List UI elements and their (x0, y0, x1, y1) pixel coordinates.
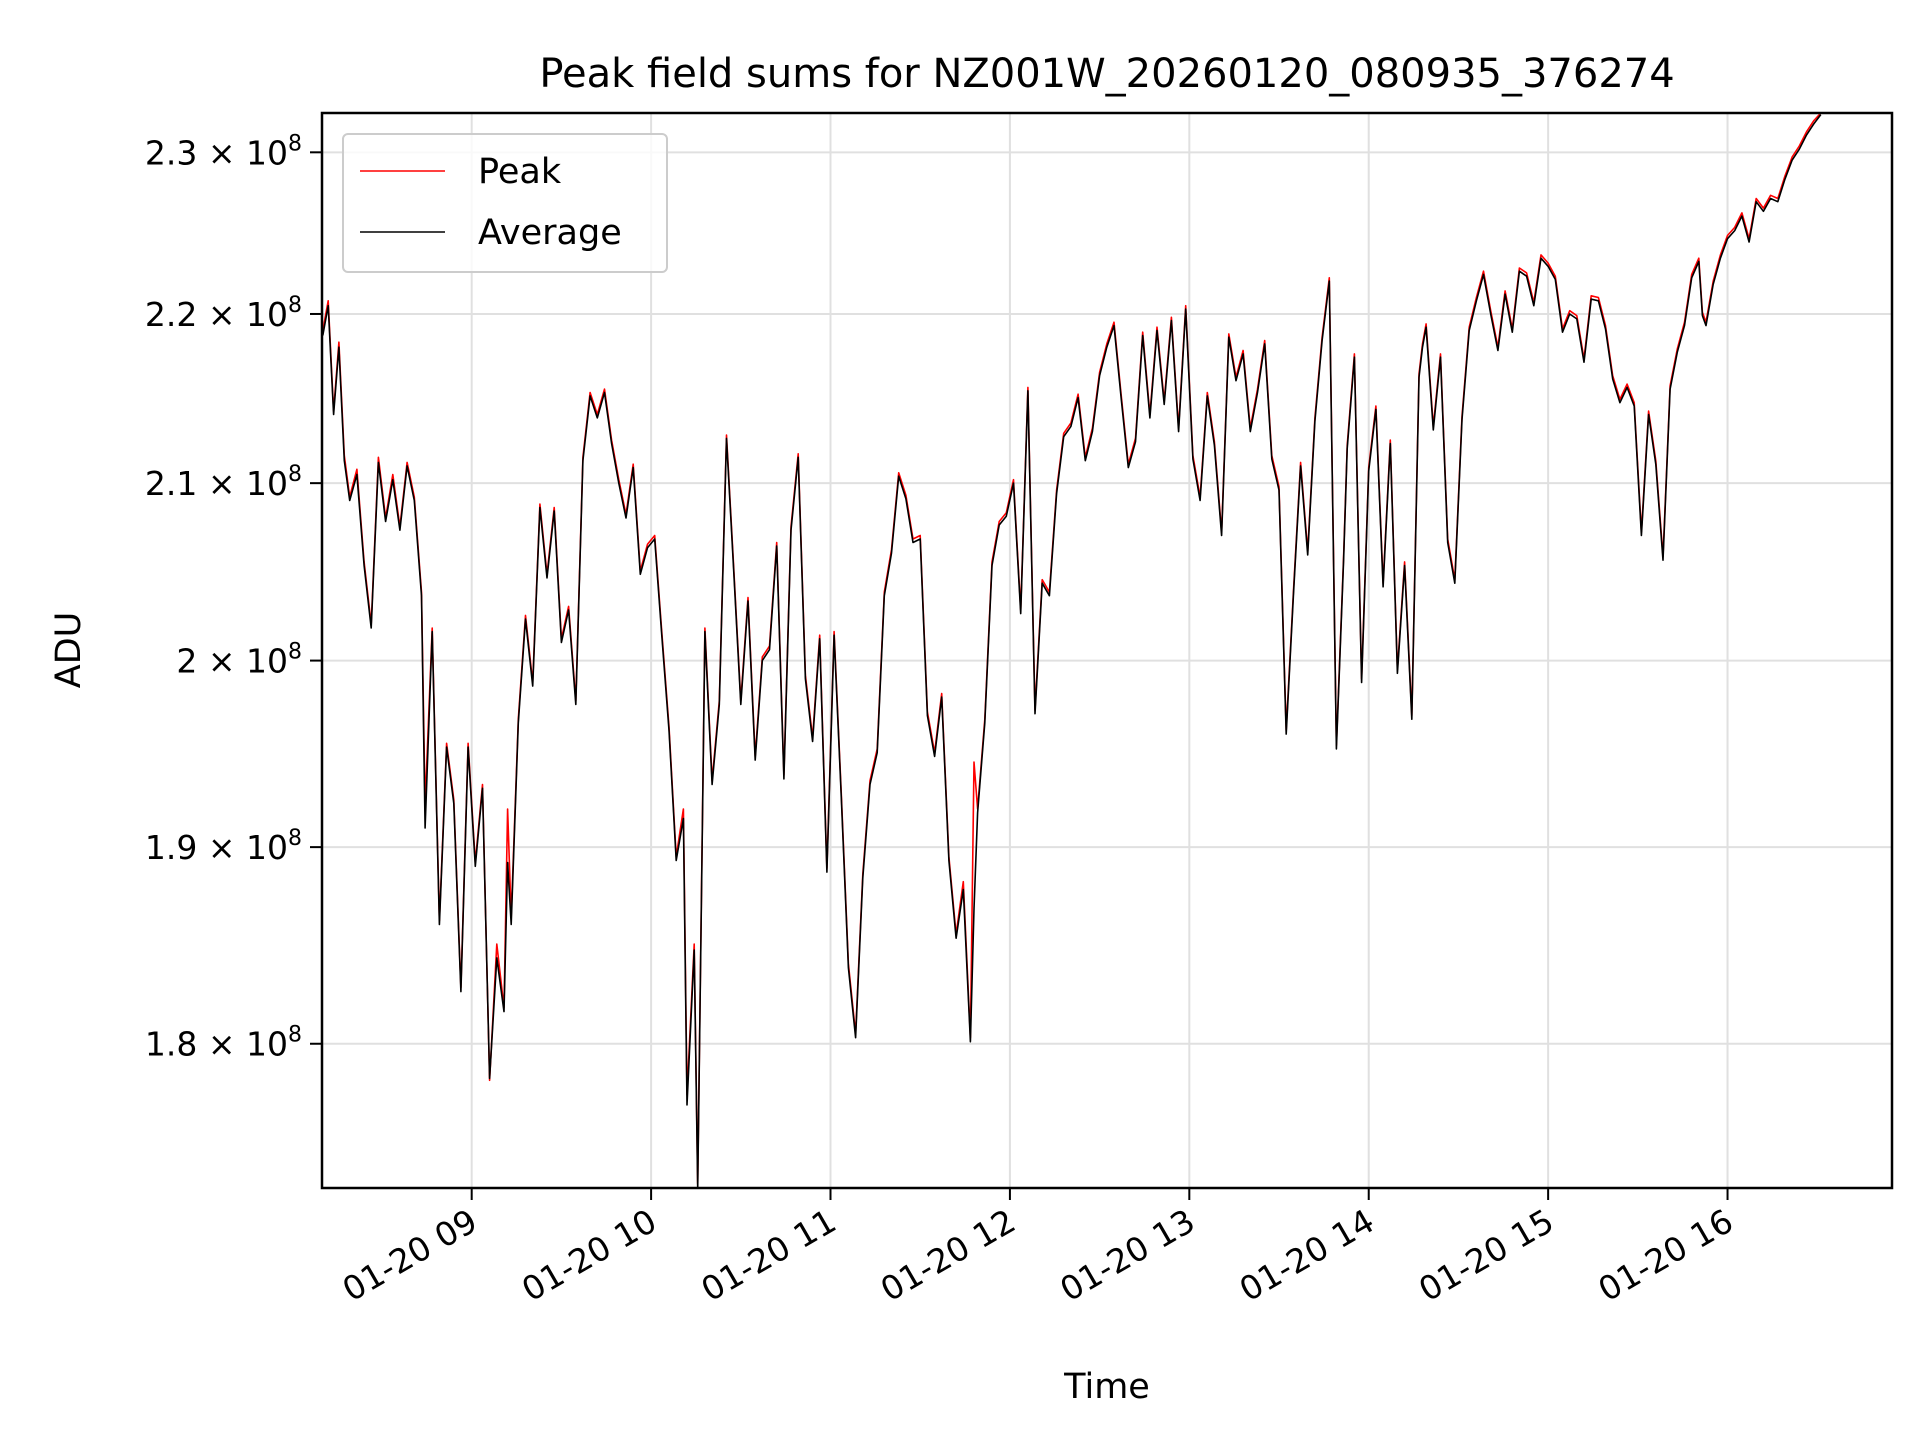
legend-label-average: Average (478, 213, 622, 253)
x-axis-label: Time (1063, 1367, 1150, 1407)
legend: Peak Average (342, 133, 668, 273)
y-tick-label: 2.2 × 108 (145, 293, 302, 334)
grid (322, 113, 1892, 1188)
axes-frame (320, 111, 1894, 1190)
legend-frame (342, 133, 668, 273)
plot-series (322, 112, 1822, 1189)
legend-label-peak: Peak (478, 152, 562, 192)
series-line-average (322, 114, 1822, 1189)
y-tick-label: 2.1 × 108 (145, 462, 302, 503)
y-tick-label: 2.3 × 108 (145, 131, 302, 172)
y-tick-label: 2 × 108 (176, 640, 302, 681)
y-axis-ticks: 1.8 × 108 1.9 × 108 2 × 108 2.1 × 108 2.2 × … (145, 131, 322, 1064)
y-tick-label: 1.9 × 108 (145, 826, 302, 867)
chart-title: Peak field sums for NZ001W_20260120_0809… (539, 51, 1674, 97)
y-axis-label: ADU (49, 612, 89, 689)
y-tick-label: 1.8 × 108 (145, 1023, 302, 1064)
